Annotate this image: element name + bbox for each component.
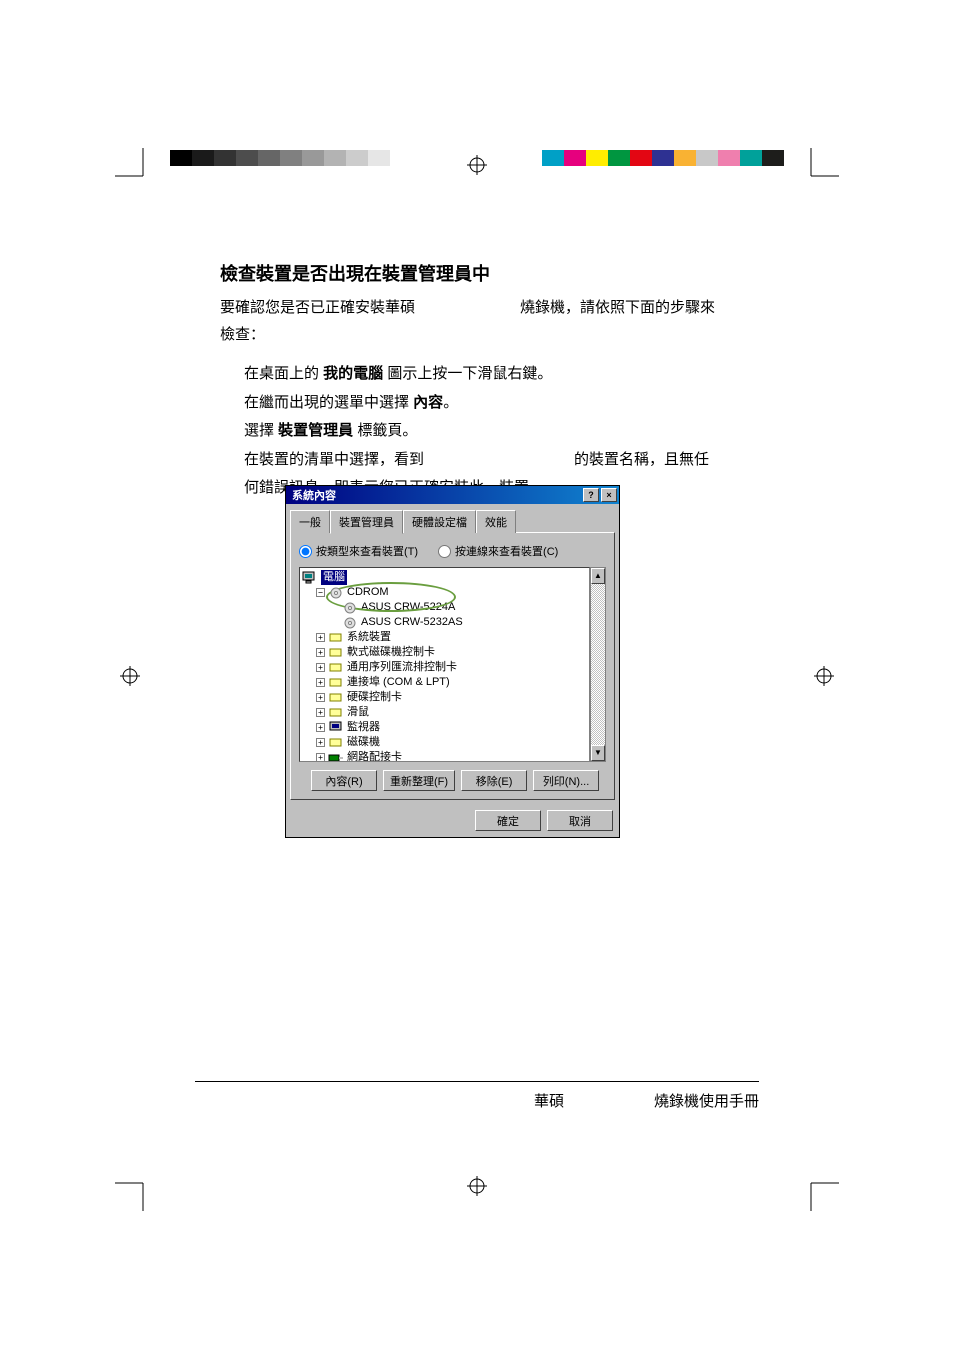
usb-icon — [328, 661, 344, 675]
cancel-button[interactable]: 取消 — [547, 810, 613, 831]
device-manager-pane: 按類型來查看裝置(T) 按連線來查看裝置(C) 電腦−CDROMASUS CRW… — [290, 532, 615, 800]
tab-strip: 一般裝置管理員硬體設定檔效能 — [290, 510, 615, 533]
mon-icon — [328, 721, 344, 735]
tree-node[interactable]: 電腦 — [302, 570, 587, 585]
registration-mark-bottom — [467, 1176, 487, 1196]
step-item: 在桌面上的 我的電腦 圖示上按一下滑鼠右鍵。 — [244, 360, 720, 389]
steps-list: 在桌面上的 我的電腦 圖示上按一下滑鼠右鍵。在繼而出現的選單中選擇 內容。選擇 … — [220, 360, 720, 503]
expand-icon[interactable]: + — [316, 693, 325, 702]
calibration-color-bar — [170, 150, 784, 166]
registration-mark-right — [814, 666, 834, 686]
crop-mark-tl — [115, 148, 155, 188]
system-properties-dialog: 系統內容 ? × 一般裝置管理員硬體設定檔效能 按類型來查看裝置(T) 按連線來… — [285, 485, 620, 838]
tree-node[interactable]: +監視器 — [302, 720, 587, 735]
tab-1[interactable]: 裝置管理員 — [330, 510, 403, 534]
expand-icon[interactable]: + — [316, 633, 325, 642]
tree-scrollbar[interactable]: ▲ ▼ — [590, 567, 606, 762]
footer-right: 燒錄機使用手冊 — [654, 1090, 759, 1111]
expand-icon[interactable]: + — [316, 648, 325, 657]
expand-icon[interactable]: − — [316, 588, 325, 597]
expand-icon[interactable]: + — [316, 708, 325, 717]
cd-icon — [328, 586, 344, 600]
ctrl-icon — [328, 646, 344, 660]
help-button[interactable]: ? — [583, 488, 599, 502]
tree-node[interactable]: +通用序列匯流排控制卡 — [302, 660, 587, 675]
net-icon — [328, 751, 344, 763]
crop-mark-br — [799, 1171, 839, 1211]
crop-mark-tr — [799, 148, 839, 188]
cd-icon — [342, 601, 358, 615]
tree-node[interactable]: ASUS CRW-5224A — [302, 600, 587, 615]
tree-node[interactable]: −CDROM — [302, 585, 587, 600]
tab-3[interactable]: 效能 — [476, 510, 516, 533]
expand-icon[interactable]: + — [316, 663, 325, 672]
scroll-up-icon[interactable]: ▲ — [591, 568, 605, 584]
port-icon — [328, 676, 344, 690]
expand-icon[interactable]: + — [316, 678, 325, 687]
radio-by-connection[interactable]: 按連線來查看裝置(C) — [438, 543, 558, 559]
tree-node[interactable]: +軟式磁碟機控制卡 — [302, 645, 587, 660]
intro-text: 要確認您是否已正確安裝華碩 燒錄機，請依照下面的步驟來檢查： — [220, 294, 720, 348]
tree-node[interactable]: +硬碟控制卡 — [302, 690, 587, 705]
expand-icon[interactable]: + — [316, 738, 325, 747]
dialog-title: 系統內容 — [288, 487, 581, 503]
scroll-down-icon[interactable]: ▼ — [591, 745, 605, 761]
hdd-icon — [328, 691, 344, 705]
tree-node[interactable]: +系統裝置 — [302, 630, 587, 645]
sys-icon — [328, 631, 344, 645]
pc-icon — [302, 571, 318, 585]
print-button[interactable]: 列印(N)... — [533, 770, 599, 791]
step-item: 在繼而出現的選單中選擇 內容。 — [244, 389, 720, 418]
document-body: 檢查裝置是否出現在裝置管理員中 要確認您是否已正確安裝華碩 燒錄機，請依照下面的… — [220, 260, 720, 503]
radio-by-type[interactable]: 按類型來查看裝置(T) — [299, 543, 418, 559]
tree-node[interactable]: +網路配接卡 — [302, 750, 587, 762]
remove-button[interactable]: 移除(E) — [461, 770, 527, 791]
mouse-icon — [328, 706, 344, 720]
expand-icon[interactable]: + — [316, 723, 325, 732]
section-heading: 檢查裝置是否出現在裝置管理員中 — [220, 260, 720, 286]
cd-icon — [342, 616, 358, 630]
close-button[interactable]: × — [601, 488, 617, 502]
tree-node[interactable]: +連接埠 (COM & LPT) — [302, 675, 587, 690]
page-footer: 華碩 燒錄機使用手冊 — [195, 1081, 759, 1111]
dialog-titlebar[interactable]: 系統內容 ? × — [286, 486, 619, 504]
tree-node[interactable]: +滑鼠 — [302, 705, 587, 720]
registration-mark-left — [120, 666, 140, 686]
tab-0[interactable]: 一般 — [290, 510, 330, 533]
tree-node[interactable]: ASUS CRW-5232AS — [302, 615, 587, 630]
device-tree[interactable]: 電腦−CDROMASUS CRW-5224AASUS CRW-5232AS+系統… — [299, 567, 590, 762]
tree-node[interactable]: +磁碟機 — [302, 735, 587, 750]
crop-mark-bl — [115, 1171, 155, 1211]
disk-icon — [328, 736, 344, 750]
expand-icon[interactable]: + — [316, 753, 325, 762]
properties-button[interactable]: 內容(R) — [311, 770, 377, 791]
refresh-button[interactable]: 重新整理(F) — [383, 770, 455, 791]
tab-2[interactable]: 硬體設定檔 — [403, 510, 476, 533]
ok-button[interactable]: 確定 — [475, 810, 541, 831]
step-item: 選擇 裝置管理員 標籤頁。 — [244, 417, 720, 446]
footer-left: 華碩 — [534, 1090, 564, 1111]
